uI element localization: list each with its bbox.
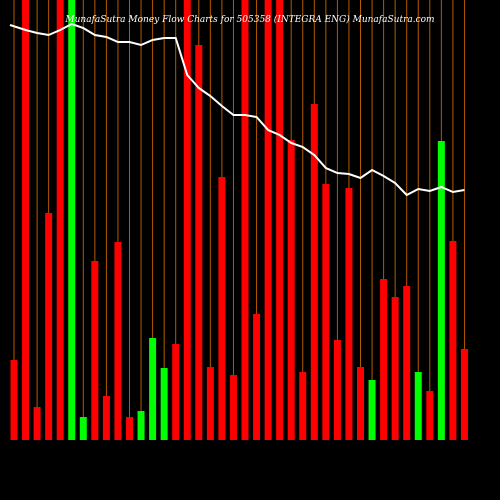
bar: [126, 417, 133, 440]
bar: [114, 242, 122, 440]
bar: [380, 279, 388, 440]
bar: [391, 297, 399, 440]
flow-line: [9, 22, 465, 197]
bar: [102, 396, 110, 440]
bar: [287, 140, 295, 440]
bar: [299, 372, 307, 440]
bar: [149, 338, 157, 440]
bar: [195, 45, 203, 440]
bar: [218, 177, 226, 440]
bar: [264, 0, 272, 440]
bar: [357, 367, 364, 440]
bar: [160, 368, 168, 440]
bar: [414, 372, 422, 440]
bar: [426, 391, 434, 440]
bar: [253, 314, 261, 440]
bar: [449, 241, 457, 440]
bar: [206, 367, 214, 440]
bar: [137, 411, 145, 440]
bar: [241, 0, 249, 440]
bar: [310, 104, 318, 440]
bar: [68, 0, 76, 440]
bar: [183, 0, 191, 440]
bar: [403, 286, 411, 440]
bar: [10, 360, 18, 440]
bar: [333, 340, 341, 440]
bar: [229, 375, 237, 440]
bar: [345, 188, 353, 440]
bar: [460, 349, 468, 440]
bar: [368, 380, 376, 440]
bar: [79, 417, 87, 440]
bar: [45, 213, 53, 440]
bar: [322, 184, 330, 440]
bar: [33, 407, 41, 440]
bar: [56, 0, 64, 440]
bar: [437, 141, 445, 440]
bar: [276, 0, 284, 440]
chart-title: MunafaSutra Money Flow Charts for 505358…: [64, 14, 434, 25]
bar: [172, 344, 180, 440]
bar: [22, 0, 30, 440]
bar: [91, 261, 99, 440]
